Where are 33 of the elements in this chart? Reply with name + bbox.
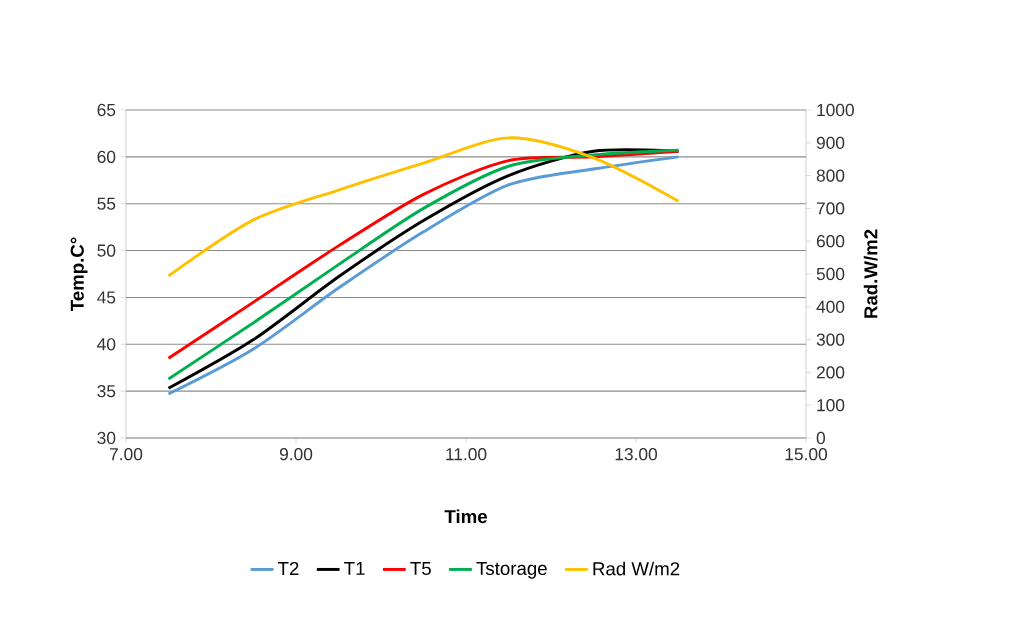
y-tick-label: 55: [97, 197, 116, 210]
y2-tick-label: 200: [816, 366, 845, 379]
y2-tick-label: 600: [816, 235, 845, 248]
legend-label: T1: [344, 562, 365, 575]
x-tick-label: 11.00: [446, 448, 487, 461]
x-tick-label: 9.00: [279, 448, 313, 461]
legend-label: Rad W/m2: [593, 561, 680, 576]
legend-label: Tstorage: [476, 562, 547, 579]
x-tick-label: 7.00: [110, 448, 143, 461]
y2-axis-title: Rad.W/m2: [863, 229, 878, 318]
line-series: [167, 136, 680, 278]
x-tick-label: 15.00: [785, 448, 828, 461]
y2-tick-label: 400: [816, 300, 845, 313]
y2-tick-label: 0: [816, 431, 826, 445]
y2-tick-label: 500: [816, 267, 845, 281]
legend-label: T2: [277, 561, 299, 575]
legend-label: T5: [410, 562, 431, 576]
y-tick-label: 45: [97, 291, 116, 304]
y2-tick-label: 900: [816, 136, 845, 149]
y2-tick-label: 1000: [817, 103, 854, 117]
y2-tick-label: 700: [816, 202, 845, 215]
y2-tick-label: 100: [817, 399, 845, 412]
x-axis-title: Time: [444, 509, 487, 524]
y2-tick-label: 800: [816, 169, 845, 182]
y-axis-title: Temp.C°: [70, 237, 88, 312]
y-tick-label: 40: [97, 338, 116, 351]
y-tick-label: 50: [97, 244, 116, 257]
y-tick-label: 30: [97, 431, 116, 445]
y-tick-label: 65: [97, 103, 116, 117]
x-tick-label: 13.00: [615, 448, 658, 461]
y-tick-label: 60: [97, 150, 116, 163]
y-tick-label: 35: [97, 384, 116, 398]
y2-tick-label: 300: [816, 333, 845, 346]
